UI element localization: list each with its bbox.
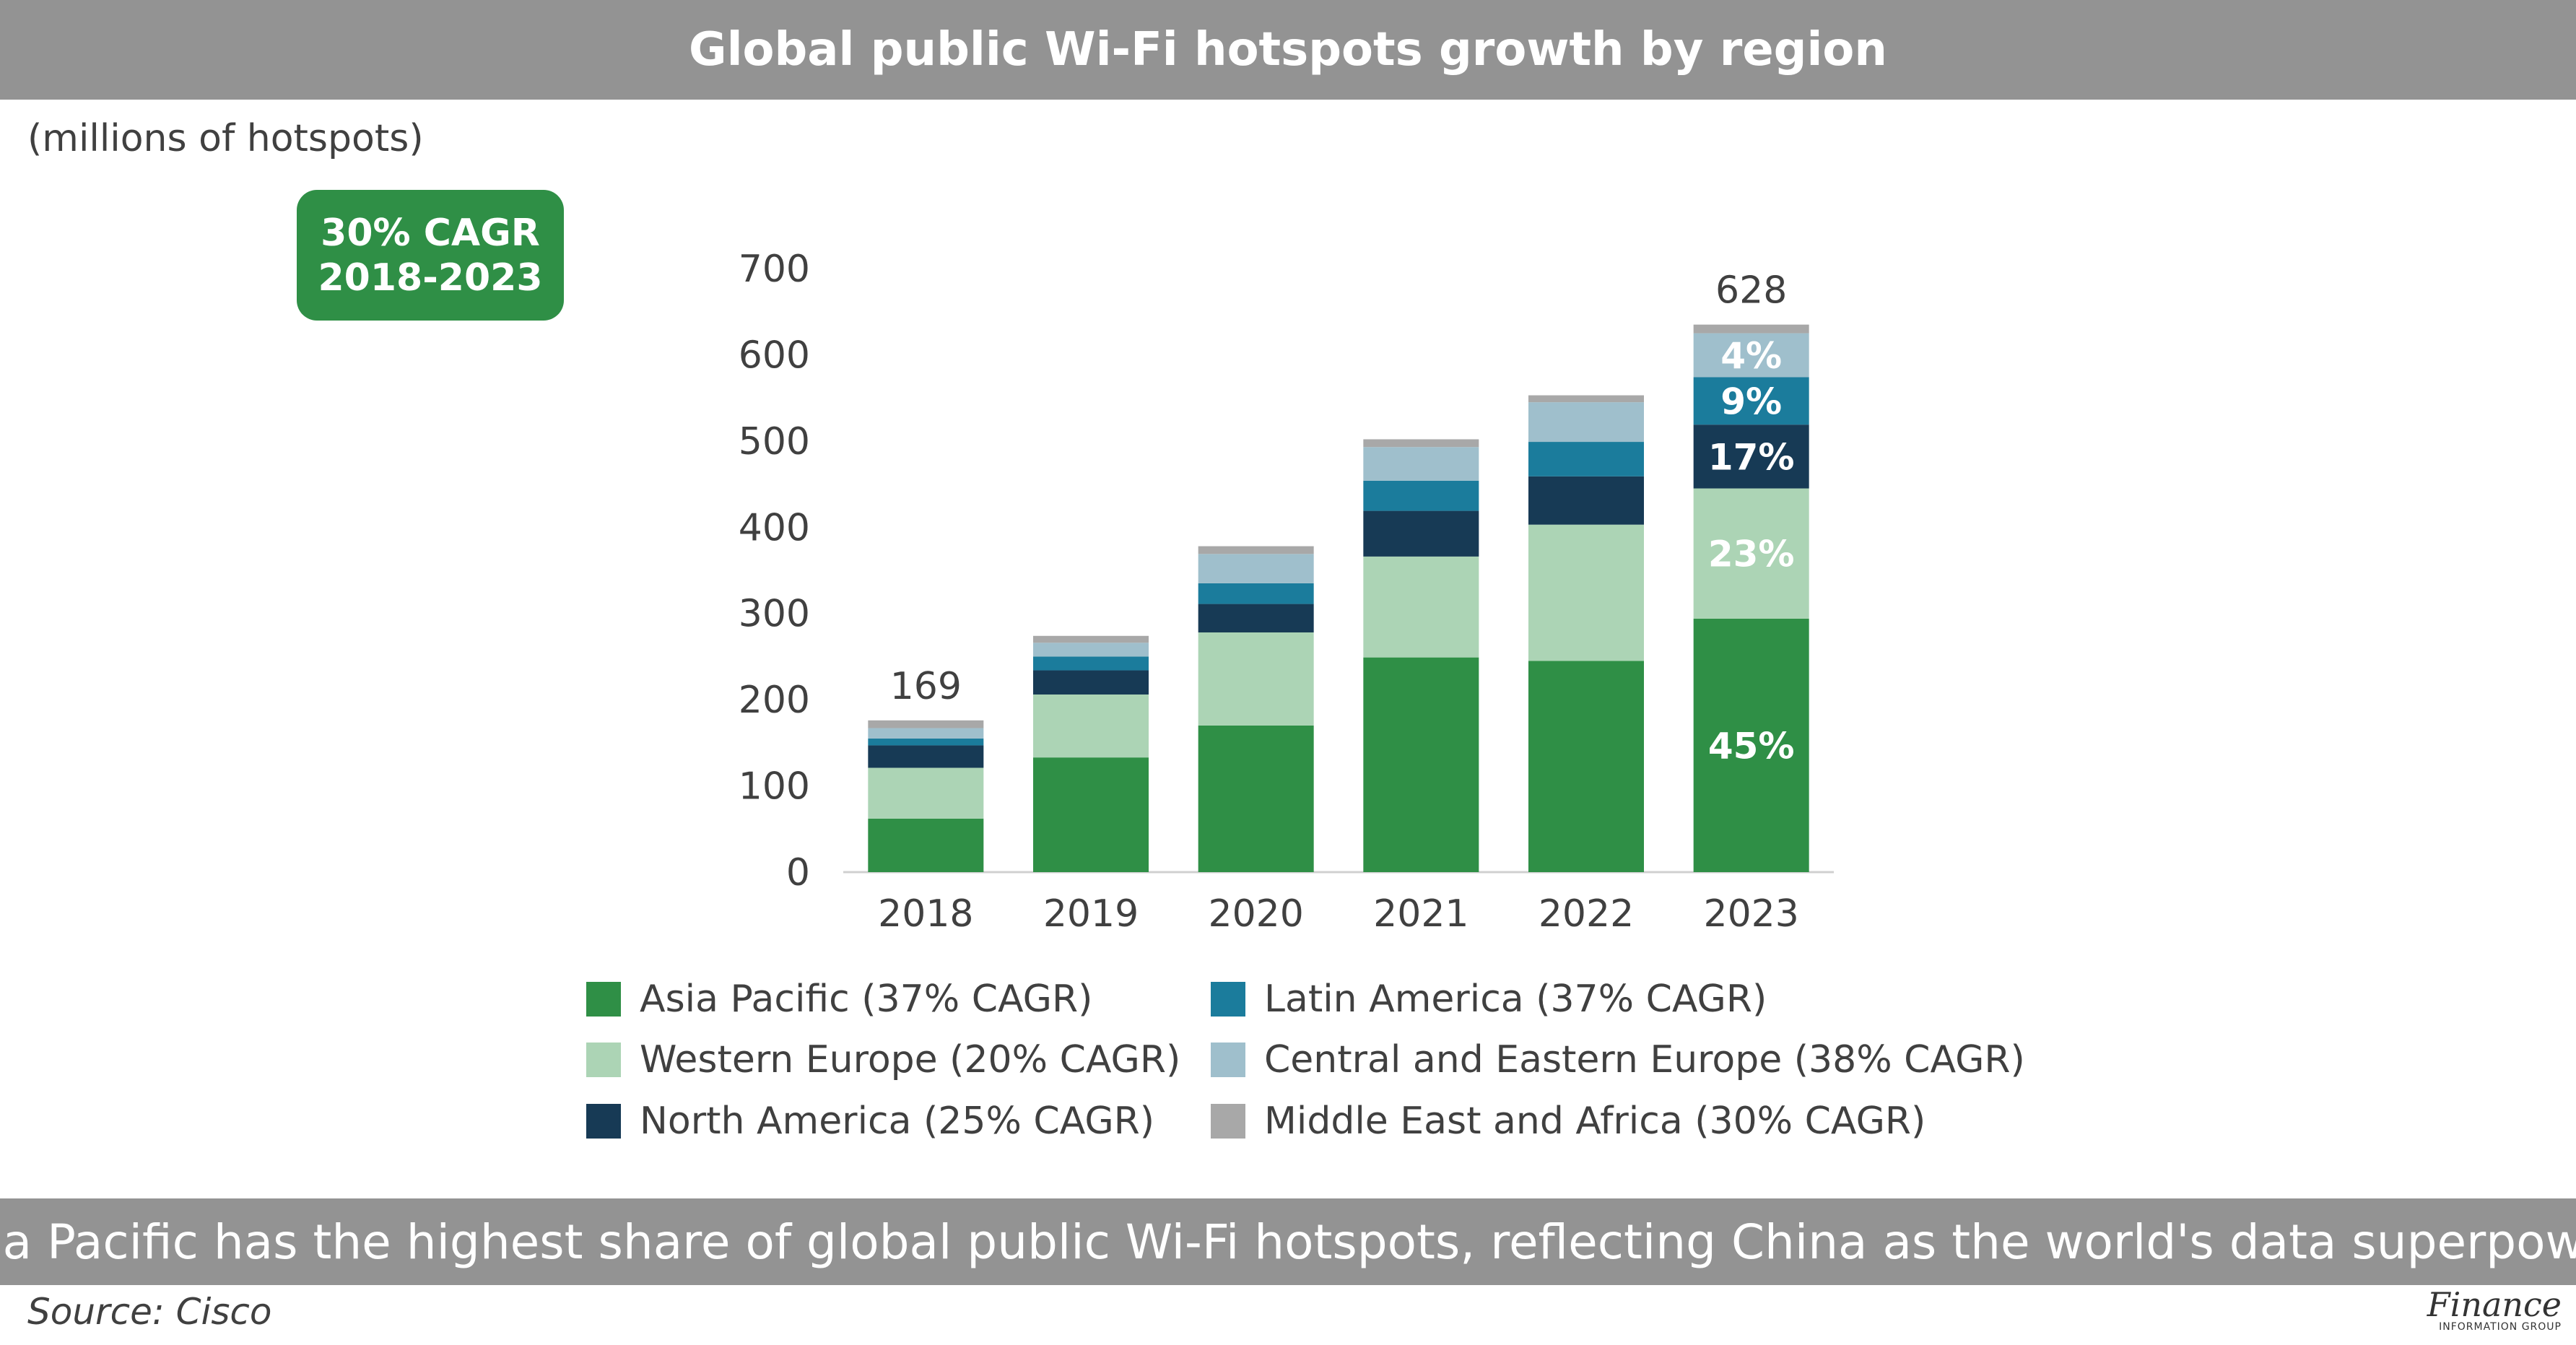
y-tick-label-700: 700 <box>739 248 810 291</box>
legend-swatch-central-eastern-europe <box>1211 1043 1245 1077</box>
stacked-bar-chart: 0 100 200 300 400 500 600 700 2018 2019 2020 2021 20… <box>739 248 1834 936</box>
bar-segment-2019-latin-america <box>1033 656 1149 671</box>
legend-swatch-asia-pacific <box>586 982 621 1017</box>
bar-segment-2019-north-america <box>1033 670 1149 695</box>
legend-item-middle-east-africa: Middle East and Africa (30% CAGR) <box>1211 1100 1926 1143</box>
bar-segment-2023-asia-pacific <box>1693 618 1809 872</box>
x-tick-label-2023: 2023 <box>1703 892 1798 936</box>
bar-segment-2022-latin-america <box>1528 442 1644 476</box>
bar-segment-2022-middle-east-and-africa <box>1528 395 1644 403</box>
legend-label-north-america: North America (25% CAGR) <box>640 1100 1155 1143</box>
bar-segment-2023-central-and-eastern-europe <box>1693 333 1809 378</box>
bar-segment-2021-western-europe <box>1363 556 1479 658</box>
y-tick-label-0: 0 <box>786 851 810 895</box>
legend-item-latin-america: Latin America (37% CAGR) <box>1211 978 1767 1021</box>
bar-segment-2019-western-europe <box>1033 694 1149 758</box>
bar-segment-2020-western-europe <box>1198 632 1314 726</box>
bar-segment-2020-middle-east-and-africa <box>1198 546 1314 554</box>
segment-label-2023-western-europe: 23% <box>1708 534 1795 575</box>
bar-segment-2021-middle-east-and-africa <box>1363 439 1479 448</box>
cagr-badge: 30% CAGR 2018-2023 <box>297 190 564 321</box>
bar-segment-2022-western-europe <box>1528 524 1644 661</box>
x-tick-label-2021: 2021 <box>1373 892 1468 936</box>
bar-segment-2018-latin-america <box>868 738 984 746</box>
bar-segment-2018-middle-east-and-africa <box>868 720 984 728</box>
bar-segment-2021-north-america <box>1363 510 1479 557</box>
logo-subtitle: INFORMATION GROUP <box>2439 1321 2562 1333</box>
legend-item-north-america: North America (25% CAGR) <box>586 1100 1154 1143</box>
bar-segment-2019-middle-east-and-africa <box>1033 635 1149 643</box>
finance-logo: Finance INFORMATION GROUP <box>2427 1288 2562 1333</box>
segment-label-2023-north-america: 17% <box>1708 436 1795 478</box>
bar-segment-2020-central-and-eastern-europe <box>1198 554 1314 583</box>
cagr-badge-line1: 30% CAGR <box>321 211 540 255</box>
bar-segment-2022-asia-pacific <box>1528 661 1644 872</box>
y-tick-label-500: 500 <box>739 420 810 463</box>
chart-title: Global public Wi-Fi hotspots growth by r… <box>0 0 2576 100</box>
bar-segment-2021-asia-pacific <box>1363 657 1479 872</box>
bar-segment-2020-asia-pacific <box>1198 725 1314 872</box>
bar-segment-2018-central-and-eastern-europe <box>868 728 984 739</box>
legend-swatch-western-europe <box>586 1043 621 1077</box>
x-tick-label-2019: 2019 <box>1043 892 1139 936</box>
legend-label-middle-east-africa: Middle East and Africa (30% CAGR) <box>1264 1100 1926 1143</box>
bar-segment-2019-asia-pacific <box>1033 757 1149 872</box>
legend-swatch-north-america <box>586 1104 621 1139</box>
bar-segment-2018-north-america <box>868 745 984 768</box>
y-tick-label-200: 200 <box>739 679 810 722</box>
legend-item-asia-pacific: Asia Pacific (37% CAGR) <box>586 978 1092 1021</box>
bar-segment-2021-central-and-eastern-europe <box>1363 447 1479 481</box>
segment-label-2023-central-and-eastern-europe: 4% <box>1720 335 1782 377</box>
bar-segment-2020-north-america <box>1198 604 1314 632</box>
total-label-2023: 628 <box>1715 269 1787 313</box>
bar-segment-2018-western-europe <box>868 767 984 819</box>
x-tick-label-2018: 2018 <box>878 892 973 936</box>
legend-swatch-middle-east-africa <box>1211 1104 1245 1139</box>
logo-name: Finance <box>2427 1285 2562 1324</box>
legend-item-central-eastern-europe: Central and Eastern Europe (38% CAGR) <box>1211 1038 2025 1081</box>
cagr-badge-line2: 2018-2023 <box>318 256 543 300</box>
units-label: (millions of hotspots) <box>27 117 424 160</box>
segment-label-2023-asia-pacific: 45% <box>1708 725 1795 767</box>
legend-swatch-latin-america <box>1211 982 1245 1017</box>
bar-segment-2023-latin-america <box>1693 377 1809 425</box>
segment-label-2023-latin-america: 9% <box>1720 380 1782 422</box>
y-tick-label-400: 400 <box>739 506 810 549</box>
total-label-2018: 169 <box>890 665 962 708</box>
y-tick-label-300: 300 <box>739 593 810 636</box>
legend-label-western-europe: Western Europe (20% CAGR) <box>640 1038 1181 1081</box>
legend-label-central-eastern-europe: Central and Eastern Europe (38% CAGR) <box>1264 1038 2025 1081</box>
x-tick-label-2022: 2022 <box>1539 892 1634 936</box>
source-label: Source: Cisco <box>27 1291 272 1333</box>
bar-segment-2022-north-america <box>1528 476 1644 525</box>
legend-item-western-europe: Western Europe (20% CAGR) <box>586 1038 1180 1081</box>
bar-segment-2023-western-europe <box>1693 488 1809 619</box>
legend-label-latin-america: Latin America (37% CAGR) <box>1264 978 1767 1021</box>
y-tick-label-100: 100 <box>739 765 810 809</box>
bar-segment-2021-latin-america <box>1363 480 1479 511</box>
bar-segment-2018-asia-pacific <box>868 818 984 872</box>
footer-note: Asia Pacific has the highest share of gl… <box>0 1198 2576 1285</box>
bar-segment-2022-central-and-eastern-europe <box>1528 402 1644 443</box>
bar-segment-2019-central-and-eastern-europe <box>1033 643 1149 657</box>
bar-segment-2020-latin-america <box>1198 583 1314 604</box>
x-tick-label-2020: 2020 <box>1208 892 1303 936</box>
y-tick-label-600: 600 <box>739 334 810 377</box>
bar-segment-2023-north-america <box>1693 425 1809 489</box>
legend-label-asia-pacific: Asia Pacific (37% CAGR) <box>640 978 1093 1021</box>
bar-segment-2023-middle-east-and-africa <box>1693 324 1809 334</box>
